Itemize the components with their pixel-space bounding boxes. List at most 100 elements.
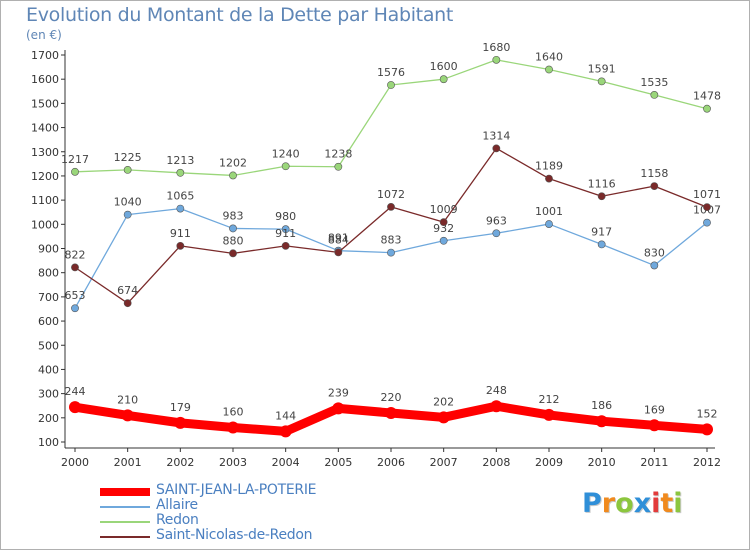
data-label: 1001 (535, 205, 563, 218)
legend-label: Allaire (156, 497, 198, 513)
y-tick-label: 200 (38, 412, 59, 425)
data-point (703, 218, 711, 227)
data-label: 932 (433, 222, 454, 235)
data-label: 152 (697, 407, 718, 420)
x-tick-label: 2000 (61, 456, 89, 469)
y-tick-label: 500 (38, 339, 59, 352)
data-label: 1591 (588, 62, 616, 75)
legend-swatch (100, 488, 150, 496)
data-point (650, 182, 659, 190)
data-label: 1238 (324, 148, 352, 161)
data-label: 1217 (61, 153, 89, 166)
legend-label: Redon (156, 512, 199, 528)
data-point (123, 210, 132, 219)
logo-letter: P (582, 488, 602, 519)
data-label: 1640 (535, 51, 563, 64)
y-tick-label: 1400 (31, 122, 59, 135)
legend-label: SAINT-JEAN-LA-POTERIE (156, 482, 317, 498)
data-label: 1116 (588, 177, 616, 190)
data-point (281, 225, 290, 234)
data-label: 220 (381, 391, 402, 404)
data-label: 1314 (482, 129, 510, 142)
data-point (123, 299, 132, 308)
data-label: 1213 (166, 154, 194, 167)
data-label: 980 (275, 210, 296, 223)
data-point (597, 240, 606, 249)
proxiti-logo: Proxiti (582, 488, 683, 519)
logo-letter: o (615, 488, 634, 519)
y-tick-label: 1200 (31, 170, 59, 183)
data-label: 244 (65, 385, 86, 398)
data-label: 1189 (535, 160, 563, 173)
data-label: 1071 (693, 188, 721, 201)
y-tick-label: 1000 (31, 218, 59, 231)
y-tick-label: 800 (38, 267, 59, 280)
data-label: 883 (381, 234, 402, 247)
data-point (123, 165, 132, 174)
data-point (69, 401, 81, 414)
data-point (281, 162, 290, 171)
y-tick-label: 300 (38, 388, 59, 401)
data-label: 1600 (430, 60, 458, 73)
data-label: 210 (117, 393, 138, 406)
x-tick-label: 2005 (324, 456, 352, 469)
y-tick-label: 1600 (31, 73, 59, 86)
data-label: 880 (223, 234, 244, 247)
data-label: 963 (486, 214, 507, 227)
data-label: 1040 (114, 196, 142, 209)
data-point (281, 241, 290, 250)
data-label: 202 (433, 395, 454, 408)
data-point (387, 81, 395, 89)
data-point (121, 409, 134, 422)
data-point (701, 423, 713, 436)
y-tick-label: 700 (38, 291, 59, 304)
data-point (597, 192, 606, 201)
data-label: 1478 (693, 90, 721, 103)
data-point (229, 249, 237, 258)
data-label: 884 (328, 233, 349, 246)
logo-letter: t (660, 488, 674, 519)
data-point (176, 168, 185, 177)
x-tick-label: 2003 (219, 456, 247, 469)
data-label: 1680 (482, 41, 510, 54)
data-label: 169 (644, 403, 665, 416)
data-label: 891 (328, 232, 349, 245)
series-line-1 (74, 207, 708, 309)
data-point (334, 248, 343, 257)
chart-title: Evolution du Montant de la Dette par Hab… (26, 4, 454, 26)
logo-letter: r (601, 488, 616, 519)
data-point (334, 162, 343, 171)
data-point (545, 220, 553, 228)
x-tick-label: 2007 (430, 456, 458, 469)
legend-swatch (100, 536, 150, 538)
data-point (492, 55, 501, 64)
data-label: 1158 (640, 167, 668, 180)
data-point (227, 421, 239, 434)
data-point (71, 304, 79, 313)
y-tick-label: 1700 (31, 49, 59, 62)
data-point (650, 261, 659, 270)
legend-swatch (100, 506, 150, 508)
data-point (71, 263, 79, 272)
logo-letter: x (633, 488, 652, 519)
data-label: 160 (223, 405, 244, 418)
y-tick-label: 100 (38, 436, 59, 449)
data-label: 1576 (377, 66, 405, 79)
data-point (545, 65, 553, 74)
data-label: 911 (170, 227, 191, 240)
data-point (439, 236, 448, 245)
data-point (492, 144, 501, 153)
data-label: 1072 (377, 188, 405, 201)
legend-swatch (100, 521, 150, 523)
data-label: 212 (539, 393, 560, 406)
y-tick-label: 1300 (31, 146, 59, 159)
data-point (703, 203, 711, 212)
data-label: 1065 (166, 190, 194, 203)
data-label: 917 (591, 225, 612, 238)
data-point (385, 406, 397, 419)
data-point (176, 241, 185, 250)
data-label: 1240 (272, 147, 300, 160)
y-tick-label: 400 (38, 363, 59, 376)
data-point (176, 204, 185, 213)
